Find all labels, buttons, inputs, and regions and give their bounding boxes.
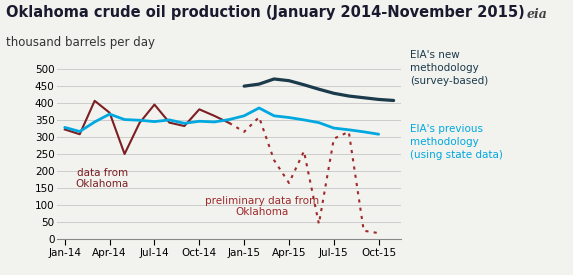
- Text: EIA's new
methodology
(survey-based): EIA's new methodology (survey-based): [410, 50, 488, 86]
- Text: thousand barrels per day: thousand barrels per day: [6, 36, 155, 49]
- Text: data from
Oklahoma: data from Oklahoma: [76, 168, 129, 189]
- Text: EIA's previous
methodology
(using state data): EIA's previous methodology (using state …: [410, 124, 503, 160]
- Text: preliminary data from
Oklahoma: preliminary data from Oklahoma: [205, 196, 319, 217]
- Text: eia: eia: [527, 8, 547, 21]
- Text: Oklahoma crude oil production (January 2014-November 2015): Oklahoma crude oil production (January 2…: [6, 6, 524, 21]
